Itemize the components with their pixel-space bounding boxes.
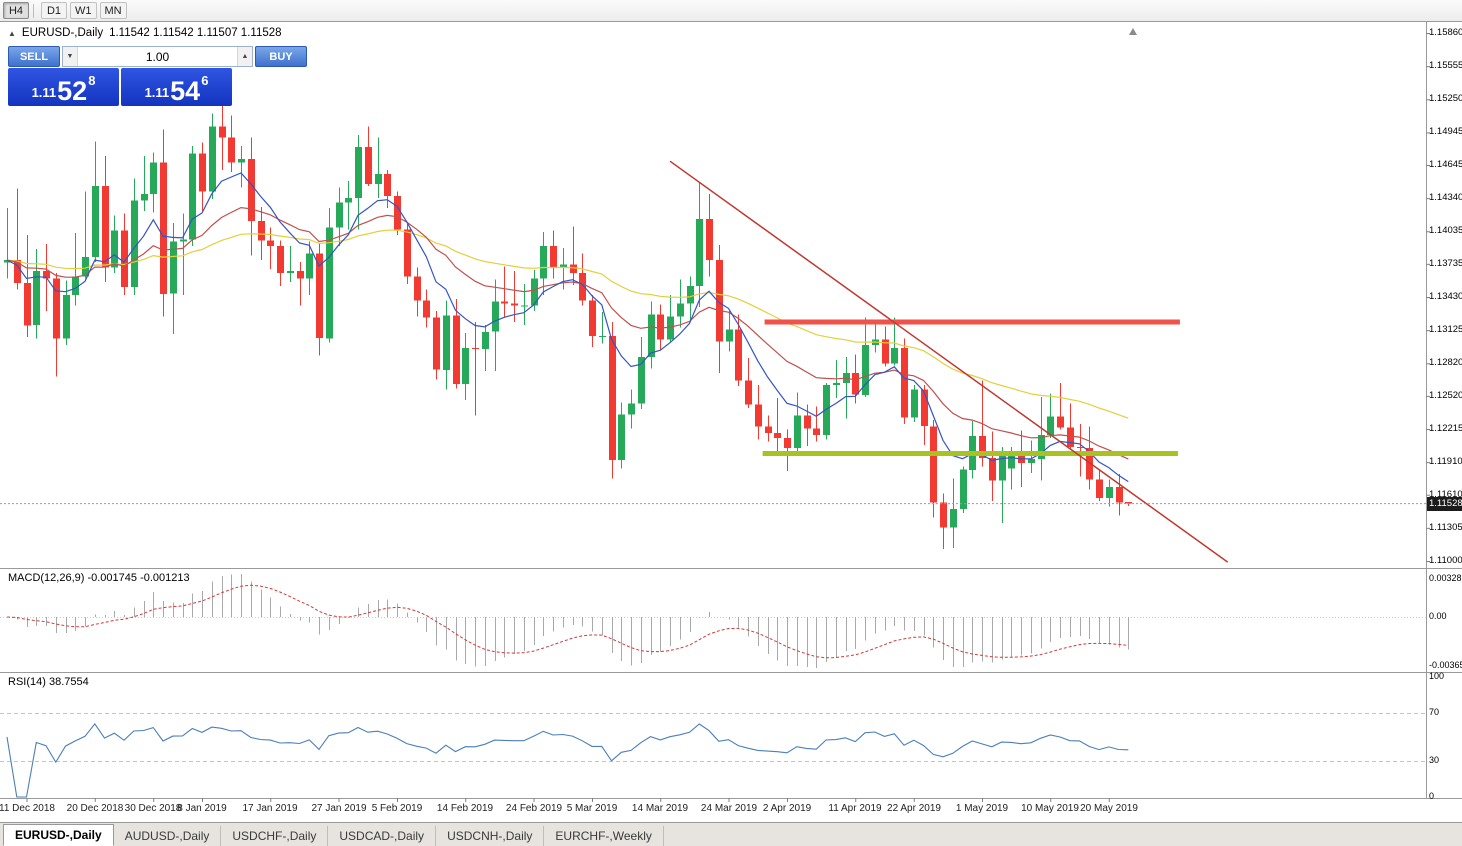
date-axis-label: 11 Dec 2018 xyxy=(0,803,55,814)
date-axis-label: 10 May 2019 xyxy=(1021,803,1079,814)
volume-increase-button[interactable]: ▲ xyxy=(237,47,252,66)
date-axis-label: 5 Mar 2019 xyxy=(566,803,618,814)
date-axis-label: 14 Feb 2019 xyxy=(436,803,494,814)
tab-audusd-daily[interactable]: AUDUSD-,Daily xyxy=(114,826,222,846)
sell-price-prefix: 1.11 xyxy=(31,85,57,100)
rsi-axis-label: 30 xyxy=(1429,755,1440,765)
candlestick-series xyxy=(4,102,1132,549)
rsi-line xyxy=(6,722,1129,798)
price-axis-label: 1.13430 xyxy=(1429,291,1462,302)
volume-decrease-button[interactable]: ▼ xyxy=(63,47,78,66)
price-axis-label: 1.13735 xyxy=(1429,258,1462,269)
ma-21-line xyxy=(6,206,1129,460)
price-axis-label: 1.15250 xyxy=(1429,93,1462,104)
buy-button[interactable]: BUY xyxy=(255,46,307,67)
date-axis-label: 24 Mar 2019 xyxy=(700,803,758,814)
price-axis-label: 1.13125 xyxy=(1429,324,1462,335)
date-axis-label: 30 Dec 2018 xyxy=(124,803,182,814)
buy-price-sup: 6 xyxy=(201,73,209,88)
tab-usdcnh-daily[interactable]: USDCNH-,Daily xyxy=(436,826,545,846)
macd-axis-label: -0.003650 xyxy=(1429,660,1462,670)
price-axis-label: 1.12820 xyxy=(1429,357,1462,368)
date-axis-label: 22 Apr 2019 xyxy=(887,803,941,814)
tab-usdcad-daily[interactable]: USDCAD-,Daily xyxy=(328,826,437,846)
tab-eurchf-weekly[interactable]: EURCHF-,Weekly xyxy=(544,826,664,846)
ma-50-line xyxy=(6,229,1129,419)
sell-button[interactable]: SELL xyxy=(8,46,60,67)
date-axis-label: 20 May 2019 xyxy=(1080,803,1138,814)
trade-price-row: 1.11 52 8 1.11 54 6 xyxy=(8,68,232,106)
date-axis-label: 8 Jan 2019 xyxy=(177,803,227,814)
timeframe-toolbar: H4 D1 W1 MN xyxy=(0,0,1462,22)
ma-8-line xyxy=(6,172,1129,483)
rsi-axis-label: 70 xyxy=(1429,707,1440,717)
sell-price-sup: 8 xyxy=(88,73,96,88)
one-click-trading-panel: SELL ▼ ▲ BUY 1.11 52 8 1.11 54 6 xyxy=(8,46,307,106)
date-axis-label: 24 Feb 2019 xyxy=(505,803,563,814)
trade-controls-row: SELL ▼ ▲ BUY xyxy=(8,46,307,67)
price-axis-label: 1.14340 xyxy=(1429,192,1462,203)
price-axis-label: 1.14945 xyxy=(1429,126,1462,137)
current-price-badge: 1.11528 xyxy=(1427,497,1462,511)
date-axis-label: 14 Mar 2019 xyxy=(631,803,689,814)
date-axis-label: 11 Apr 2019 xyxy=(828,803,882,814)
chart-shift-marker[interactable] xyxy=(1129,28,1137,35)
rsi-indicator-label: RSI(14) 38.7554 xyxy=(8,676,89,688)
rsi-axis-label: 100 xyxy=(1429,671,1445,681)
date-axis-label: 5 Feb 2019 xyxy=(371,803,423,814)
price-axis-label: 1.14645 xyxy=(1429,159,1462,170)
chart-title: ▲ EURUSD-,Daily 1.11542 1.11542 1.11507 … xyxy=(8,27,282,39)
buy-price-prefix: 1.11 xyxy=(144,85,170,100)
ohlc-label: 1.11542 1.11542 1.11507 1.11528 xyxy=(109,27,282,39)
tab-eurusd-daily[interactable]: EURUSD-,Daily xyxy=(3,824,114,846)
timeframe-d1-button[interactable]: D1 xyxy=(41,2,67,19)
sell-price-big: 52 xyxy=(57,76,88,107)
macd-axis-label: 0.00 xyxy=(1429,611,1447,621)
buy-price-big: 54 xyxy=(170,76,201,107)
price-axis-label: 1.15860 xyxy=(1429,27,1462,38)
rsi-axis-label: 0 xyxy=(1429,791,1435,801)
chart-tabs-bar: EURUSD-,Daily AUDUSD-,Daily USDCHF-,Dail… xyxy=(0,822,1462,846)
buy-price-display[interactable]: 1.11 54 6 xyxy=(121,68,232,106)
symbol-label: EURUSD-,Daily xyxy=(21,27,104,39)
price-axis-label: 1.11610 xyxy=(1429,489,1462,500)
toolbar-separator xyxy=(33,3,34,18)
price-axis-label: 1.14035 xyxy=(1429,225,1462,236)
macd-axis-label: 0.003287 xyxy=(1429,573,1462,583)
date-axis-label: 17 Jan 2019 xyxy=(242,803,298,814)
volume-box: ▼ ▲ xyxy=(62,46,253,67)
price-axis-label: 1.11305 xyxy=(1429,522,1462,533)
macd-indicator-label: MACD(12,26,9) -0.001745 -0.001213 xyxy=(8,572,190,584)
macd-signal-line xyxy=(6,584,1129,659)
date-axis-label: 2 Apr 2019 xyxy=(762,803,812,814)
macd-histogram xyxy=(17,574,1129,668)
sell-price-display[interactable]: 1.11 52 8 xyxy=(8,68,119,106)
date-axis-label: 1 May 2019 xyxy=(955,803,1009,814)
price-chart-canvas[interactable] xyxy=(0,22,1462,822)
date-axis-label: 20 Dec 2018 xyxy=(66,803,124,814)
one-click-collapse-icon[interactable]: ▲ xyxy=(8,28,16,38)
chart-window: ▲ EURUSD-,Daily 1.11542 1.11542 1.11507 … xyxy=(0,22,1462,822)
date-axis-label: 27 Jan 2019 xyxy=(311,803,367,814)
price-axis-label: 1.11910 xyxy=(1429,456,1462,467)
timeframe-mn-button[interactable]: MN xyxy=(99,2,127,19)
descending-trendline[interactable] xyxy=(669,160,1229,563)
price-axis-label: 1.15555 xyxy=(1429,60,1462,71)
timeframe-w1-button[interactable]: W1 xyxy=(70,2,97,19)
timeframe-h4-button[interactable]: H4 xyxy=(3,2,29,19)
price-axis-label: 1.11000 xyxy=(1429,555,1462,566)
price-axis-label: 1.12520 xyxy=(1429,390,1462,401)
volume-input[interactable] xyxy=(78,47,237,66)
tab-usdchf-daily[interactable]: USDCHF-,Daily xyxy=(221,826,329,846)
price-axis-label: 1.12215 xyxy=(1429,423,1462,434)
